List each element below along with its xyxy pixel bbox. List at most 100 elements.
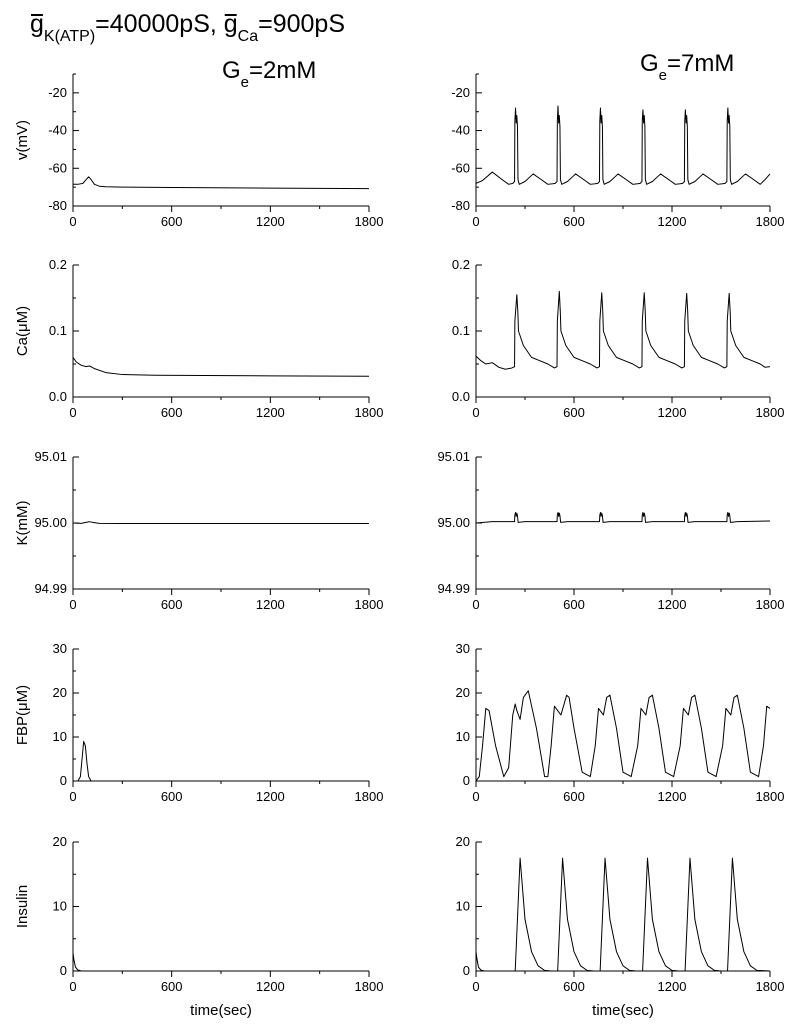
y-axis-label: v(mV): [14, 120, 31, 160]
title-part-1: K(ATP): [44, 28, 95, 45]
series-line-0: [475, 105, 771, 185]
y-axis-label: FBP(μM): [14, 685, 31, 745]
y-axis-label: K(mM): [14, 501, 31, 546]
x-tick-label: 600: [161, 597, 183, 612]
title-g-1: g: [224, 10, 238, 38]
y-tick-label: 0: [60, 963, 67, 978]
x-tick-label: 1200: [658, 214, 687, 229]
x-tick-label: 0: [69, 405, 76, 420]
x-tick-label: 1800: [355, 979, 384, 994]
y-tick-label: 30: [53, 641, 67, 656]
y-tick-label: 10: [456, 899, 470, 914]
col-title-rest: =2mM: [249, 57, 316, 84]
panel-fbp-right: 0 600 1200 1800 0 10 20 30: [456, 641, 785, 804]
x-tick-label: 0: [472, 405, 479, 420]
x-tick-label: 600: [161, 405, 183, 420]
x-tick-label: 600: [563, 979, 585, 994]
col-title-sub: e: [659, 67, 667, 84]
x-tick-label: 1200: [256, 979, 285, 994]
series-line-0: [475, 690, 771, 782]
y-tick-label: -80: [48, 198, 67, 213]
x-tick-label: 1800: [756, 405, 785, 420]
x-tick-label: 1800: [355, 405, 384, 420]
series-line-0: [73, 176, 370, 190]
col-title-base: G: [640, 50, 659, 77]
x-tick-label: 600: [161, 979, 183, 994]
x-tick-label: 600: [161, 214, 183, 229]
panel-ca-left: 0 600 1200 1800 0.0 0.1 0.2 Ca(μM): [14, 257, 383, 420]
x-tick-label: 0: [69, 979, 76, 994]
panel-ins-left: 0 600 1200 1800 0 10 20 Insulin time(sec): [14, 834, 383, 1019]
x-tick-label: 1200: [256, 214, 285, 229]
y-axis-label: Ca(μM): [14, 306, 31, 356]
y-tick-label: -40: [451, 123, 470, 138]
x-tick-label: 1800: [355, 597, 384, 612]
y-tick-label: 0.1: [49, 323, 67, 338]
x-tick-label: 600: [563, 597, 585, 612]
panel-fbp-left: 0 600 1200 1800 0 10 20 30 FBP(μM): [14, 641, 383, 804]
title-text: gK(ATP)=40000pS, gCa=900pS: [30, 10, 345, 45]
y-tick-label: 20: [456, 685, 470, 700]
y-tick-label: 0: [463, 773, 470, 788]
y-tick-label: -60: [451, 160, 470, 175]
y-tick-label: 0: [60, 773, 67, 788]
x-tick-label: 1800: [756, 979, 785, 994]
y-tick-label: -20: [451, 85, 470, 100]
col-title-0: Ge=2mM: [222, 57, 316, 91]
title-part-4: Ca: [238, 28, 259, 45]
x-tick-label: 0: [472, 214, 479, 229]
x-tick-label: 600: [161, 789, 183, 804]
title-part-5: =900pS: [258, 10, 345, 38]
y-tick-label: 95.01: [34, 449, 67, 464]
panel-v-right: 0 600 1200 1800 -80 -60 -40 -20: [451, 73, 784, 229]
x-tick-label: 1200: [658, 789, 687, 804]
series-line-0: [475, 290, 771, 370]
x-tick-label: 600: [563, 405, 585, 420]
y-tick-label: 94.99: [34, 581, 67, 596]
series-line-0: [72, 357, 370, 377]
y-tick-label: 10: [53, 899, 67, 914]
column-titles: Ge=2mM Ge=7mM: [222, 50, 734, 91]
y-tick-label: 10: [53, 729, 67, 744]
y-tick-label: 0.2: [452, 257, 470, 272]
panel-ins-right: 0 600 1200 1800 0 10 20 time(sec): [456, 834, 785, 1019]
y-tick-label: 0.0: [452, 389, 470, 404]
x-tick-label: 0: [69, 214, 76, 229]
x-tick-label: 1800: [355, 214, 384, 229]
series-line-0: [475, 511, 771, 524]
x-tick-label: 600: [563, 789, 585, 804]
y-tick-label: 20: [53, 685, 67, 700]
x-tick-label: 1200: [658, 979, 687, 994]
x-tick-label: 1200: [658, 405, 687, 420]
x-tick-label: 1200: [256, 597, 285, 612]
y-tick-label: 20: [53, 834, 67, 849]
y-tick-label: -80: [451, 198, 470, 213]
y-tick-label: 0.1: [452, 323, 470, 338]
col-title-base: G: [222, 57, 241, 84]
panel-k-right: 0 600 1200 1800 94.99 95.00 95.01: [437, 449, 784, 612]
x-tick-label: 1200: [256, 789, 285, 804]
y-tick-label: 0.2: [49, 257, 67, 272]
x-tick-label: 1800: [756, 789, 785, 804]
title-part-2: =40000pS,: [95, 10, 224, 38]
series-line-0: [73, 740, 369, 782]
panel-v-left: 0 600 1200 1800 -80 -60 -40 -20 v(mV): [14, 73, 384, 229]
y-tick-label: 30: [456, 641, 470, 656]
col-title-rest: =7mM: [667, 50, 734, 77]
y-axis-label: Insulin: [14, 885, 31, 928]
panel-k-left: 0 600 1200 1800 94.99 95.00 95.01 K(mM): [14, 449, 383, 612]
y-tick-label: 95.00: [34, 515, 67, 530]
y-tick-label: 95.00: [437, 515, 470, 530]
x-tick-label: 1200: [256, 405, 285, 420]
y-tick-label: -40: [48, 123, 67, 138]
x-tick-label: 0: [69, 789, 76, 804]
title-g-0: g: [30, 10, 44, 38]
figure-title: gK(ATP)=40000pS, gCa=900pS: [30, 10, 345, 45]
y-tick-label: 95.01: [437, 449, 470, 464]
x-axis-label: time(sec): [190, 1002, 252, 1019]
y-tick-label: 20: [456, 834, 470, 849]
x-axis-label: time(sec): [592, 1002, 654, 1019]
x-tick-label: 0: [472, 597, 479, 612]
y-tick-label: 0.0: [49, 389, 67, 404]
